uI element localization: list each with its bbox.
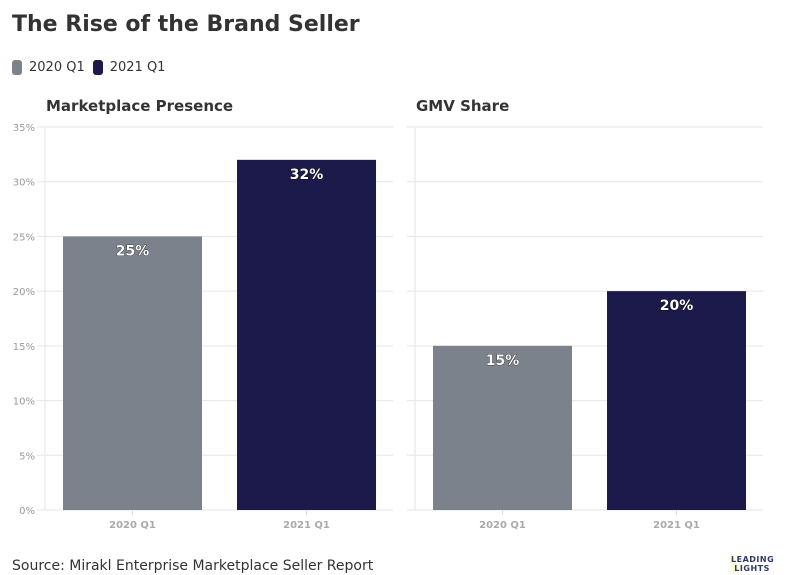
data-label: 32% — [290, 167, 324, 183]
bar — [607, 291, 746, 510]
leading-lights-logo: LEADING LIGHTS — [731, 555, 775, 573]
data-label: 20% — [660, 298, 694, 314]
bar — [237, 159, 376, 511]
data-label: 15% — [486, 353, 520, 369]
x-tick-label: 2020 Q1 — [109, 520, 156, 531]
x-tick-label: 2021 Q1 — [283, 520, 330, 531]
x-tick-label: 2020 Q1 — [479, 520, 526, 531]
legend-swatch-2021 — [92, 60, 103, 75]
legend-label-2021: 2021 Q1 — [109, 60, 166, 75]
bar — [63, 236, 202, 510]
y-tick-label: 15% — [13, 342, 35, 353]
legend: 2020 Q1 2021 Q1 — [12, 60, 165, 75]
y-tick-label: 5% — [19, 451, 35, 462]
chart-title: The Rise of the Brand Seller — [12, 12, 360, 37]
legend-label-2020: 2020 Q1 — [29, 60, 85, 75]
y-tick-label: 20% — [13, 287, 35, 298]
x-tick-label: 2021 Q1 — [653, 520, 700, 531]
y-tick-label: 35% — [13, 123, 35, 134]
panel-title: GMV Share — [416, 97, 509, 115]
y-tick-label: 10% — [13, 397, 35, 408]
legend-swatch-2020 — [12, 60, 22, 75]
y-tick-label: 30% — [13, 178, 35, 189]
y-tick-label: 0% — [19, 506, 35, 517]
panel-title: Marketplace Presence — [46, 97, 233, 115]
data-label: 25% — [116, 243, 150, 259]
y-tick-label: 25% — [13, 232, 35, 243]
source-note: Source: Mirakl Enterprise Marketplace Se… — [12, 558, 374, 574]
bar — [433, 345, 572, 510]
